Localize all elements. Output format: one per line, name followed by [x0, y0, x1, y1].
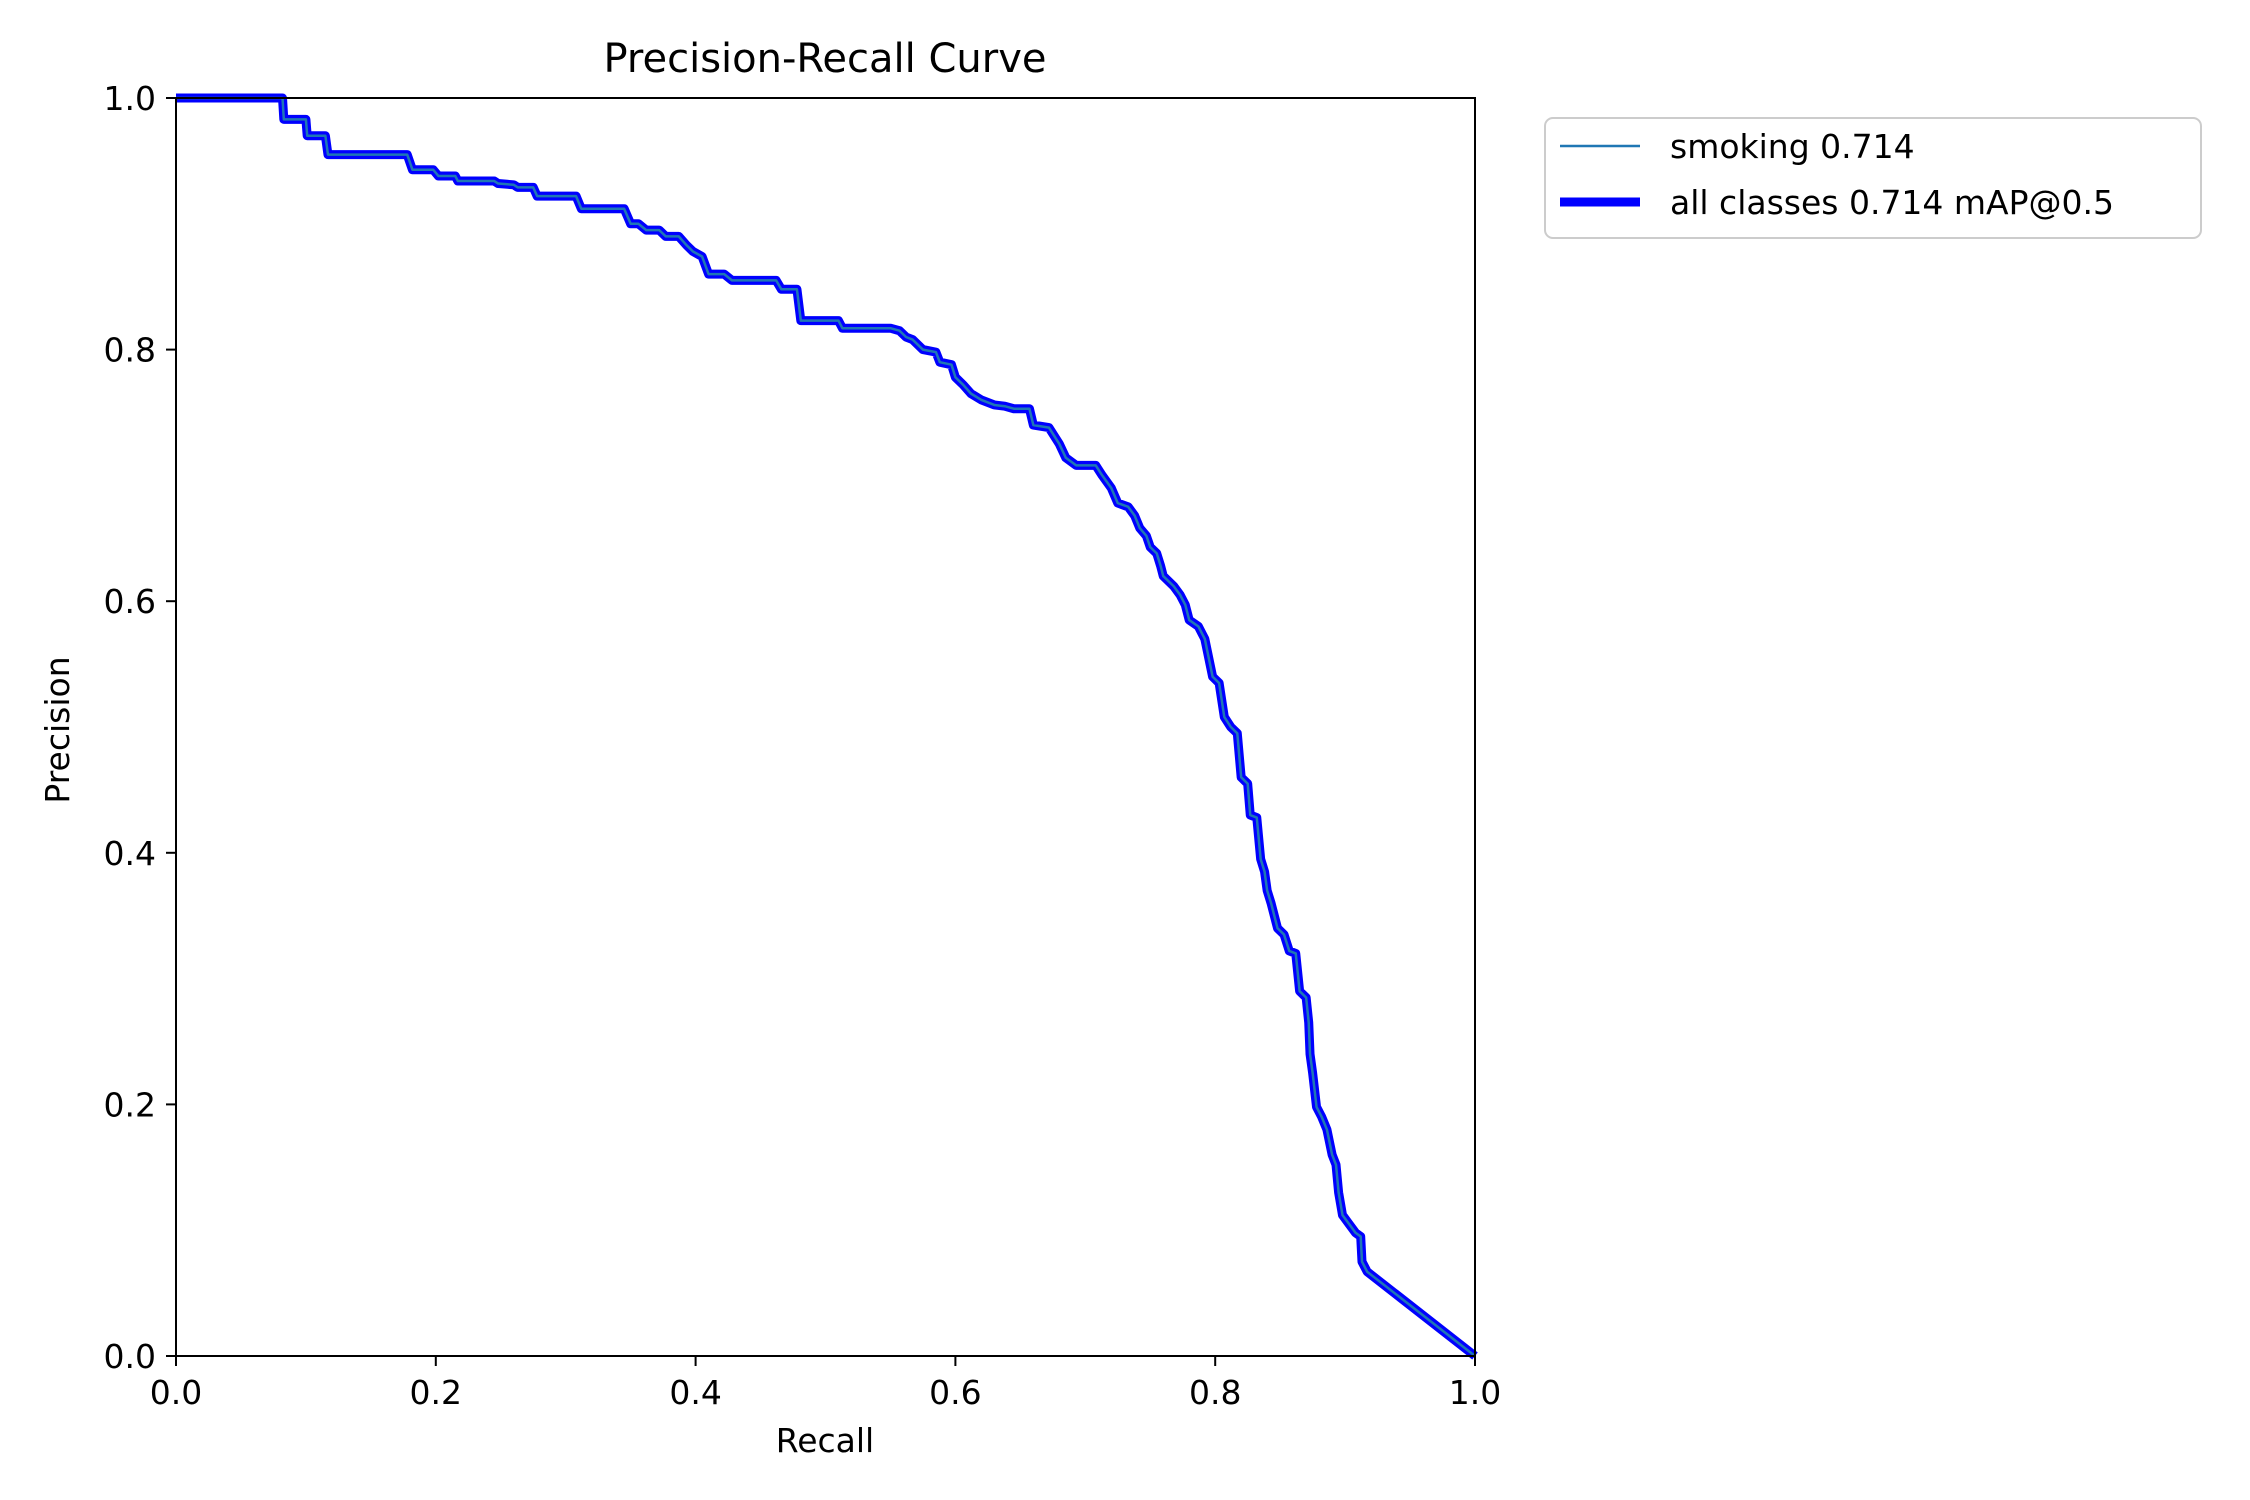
y-tick-label: 1.0 [104, 79, 156, 118]
y-tick-label: 0.4 [104, 834, 156, 873]
x-axis-label: Recall [776, 1421, 874, 1460]
axes-frame [175, 97, 1476, 1357]
legend-label-all-classes: all classes 0.714 mAP@0.5 [1670, 183, 2114, 222]
x-tick-label: 0.2 [410, 1373, 462, 1412]
y-tick-label: 0.0 [104, 1337, 156, 1376]
series-line-smoking [176, 96, 1476, 1357]
x-tick-label: 0.8 [1189, 1373, 1241, 1412]
x-tick-label: 0.4 [669, 1373, 721, 1412]
y-axis-label: Precision [38, 656, 77, 803]
chart-title: Precision-Recall Curve [604, 36, 1047, 82]
x-tick-label: 0.0 [150, 1373, 202, 1412]
legend-label-smoking: smoking 0.714 [1670, 127, 1915, 166]
legend: smoking 0.714 all classes 0.714 mAP@0.5 [1544, 117, 2202, 239]
y-tick-label: 0.2 [104, 1085, 156, 1124]
plot-area: 0.0 0.2 0.4 0.6 0.8 1.0 0.0 0.2 0.4 0.6 0.8 1.0 [104, 79, 1502, 1412]
x-tick-label: 0.6 [929, 1373, 981, 1412]
y-tick-label: 0.6 [104, 582, 156, 621]
x-tick-label: 1.0 [1449, 1373, 1501, 1412]
y-tick-label: 0.8 [104, 331, 156, 370]
legend-box [1544, 117, 2202, 239]
